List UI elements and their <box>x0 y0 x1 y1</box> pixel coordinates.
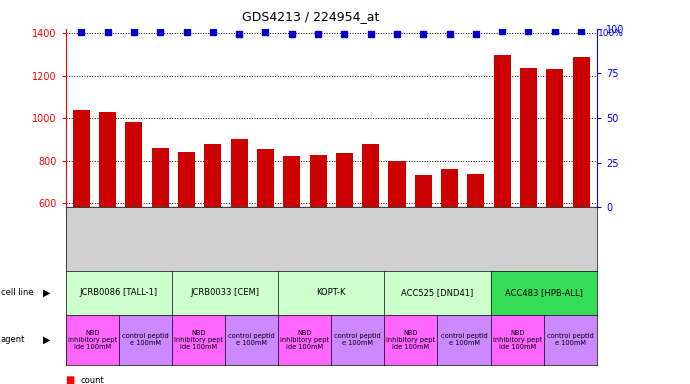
Bar <box>467 174 484 331</box>
Bar <box>99 112 116 331</box>
Text: NBD
inhibitory pept
ide 100mM: NBD inhibitory pept ide 100mM <box>174 330 223 350</box>
Text: ACC525 [DND41]: ACC525 [DND41] <box>402 288 473 297</box>
Text: ▶: ▶ <box>43 288 50 298</box>
Bar <box>546 69 563 331</box>
Text: cell line: cell line <box>1 288 33 297</box>
Bar <box>493 55 511 331</box>
Bar <box>573 58 590 331</box>
Bar <box>72 109 90 331</box>
Bar <box>388 161 406 331</box>
Bar <box>336 153 353 331</box>
Text: KOPT-K: KOPT-K <box>317 288 346 297</box>
Bar <box>178 152 195 331</box>
Bar <box>257 149 274 331</box>
Bar <box>441 169 458 331</box>
Text: count: count <box>81 376 104 384</box>
Text: control peptid
e 100mM: control peptid e 100mM <box>335 333 381 346</box>
Bar <box>230 139 248 331</box>
Text: GDS4213 / 224954_at: GDS4213 / 224954_at <box>241 10 380 23</box>
Text: NBD
inhibitory pept
ide 100mM: NBD inhibitory pept ide 100mM <box>68 330 117 350</box>
Text: NBD
inhibitory pept
ide 100mM: NBD inhibitory pept ide 100mM <box>280 330 329 350</box>
Text: ■: ■ <box>66 375 75 384</box>
Text: control peptid
e 100mM: control peptid e 100mM <box>547 333 593 346</box>
Text: control peptid
e 100mM: control peptid e 100mM <box>122 333 168 346</box>
Text: agent: agent <box>1 335 25 344</box>
Bar <box>415 175 432 331</box>
Text: ACC483 [HPB-ALL]: ACC483 [HPB-ALL] <box>505 288 582 297</box>
Text: JCRB0033 [CEM]: JCRB0033 [CEM] <box>190 288 259 297</box>
Bar <box>283 156 300 331</box>
Text: control peptid
e 100mM: control peptid e 100mM <box>228 333 275 346</box>
Bar <box>126 122 142 331</box>
Bar <box>362 144 380 331</box>
Text: JCRB0086 [TALL-1]: JCRB0086 [TALL-1] <box>79 288 158 297</box>
Bar <box>152 148 169 331</box>
Text: ▶: ▶ <box>43 335 50 345</box>
Bar <box>204 144 221 331</box>
Bar <box>520 68 537 331</box>
Text: control peptid
e 100mM: control peptid e 100mM <box>441 333 487 346</box>
Text: NBD
inhibitory pept
ide 100mM: NBD inhibitory pept ide 100mM <box>386 330 435 350</box>
Text: 100%: 100% <box>598 29 624 38</box>
Text: NBD
inhibitory pept
ide 100mM: NBD inhibitory pept ide 100mM <box>493 330 542 350</box>
Bar <box>310 155 326 331</box>
